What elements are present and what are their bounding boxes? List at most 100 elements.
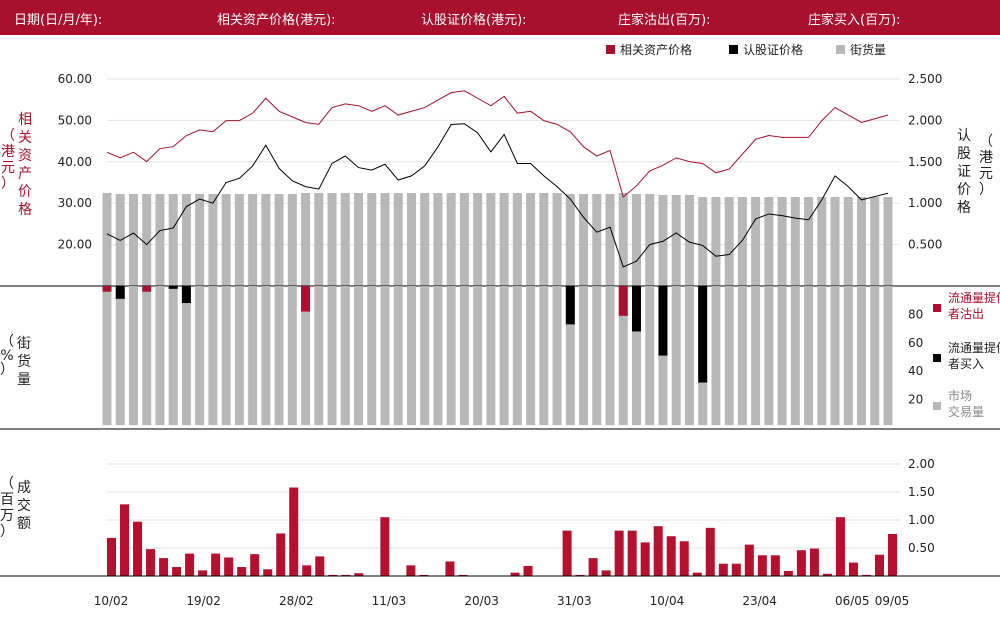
legend-label: 相关资产价格 [620,42,692,57]
outstanding-bar [618,193,628,286]
outstanding-bar [857,197,867,286]
x-tick-label: 06/05 [835,594,870,608]
panel2-tick-label: 60 [908,336,923,350]
panel2-axis-unit: （%） [0,334,14,378]
x-tick-label: 10/04 [650,594,685,608]
market-volume-bar [287,286,297,426]
market-volume-bar [526,286,536,426]
legend-swatch [836,45,845,54]
outstanding-bar [830,197,840,286]
outstanding-bar [671,195,681,286]
turnover-bar [458,574,468,576]
turnover-bar [705,527,715,576]
left-tick-label: 60.00 [58,72,92,86]
market-volume-bar [870,286,880,426]
outstanding-bar [499,193,509,286]
outstanding-bar [142,194,152,286]
outstanding-bar [870,197,880,286]
market-volume-bar [274,286,284,426]
turnover-bar [783,570,793,576]
outstanding-bar [128,194,138,286]
x-tick-label: 11/03 [372,594,407,608]
outstanding-bar [526,193,536,286]
turnover-bar [666,536,676,576]
right-tick-label: 2.500 [908,72,942,86]
mm-sell-label: 庄家沽出(百万): [618,13,711,28]
left-tick-label: 40.00 [58,155,92,169]
left-tick-label: 20.00 [58,238,92,252]
right-tick-label: 1.500 [908,155,942,169]
panel3-tick-label: 2.00 [908,457,935,471]
outstanding-bar [433,193,443,286]
panel2-tick-label: 20 [908,393,923,407]
x-tick-label: 19/02 [186,594,221,608]
turnover-bar [224,557,234,576]
turnover-bar [588,558,598,576]
warrant-price-label: 认股证价格(港元): [421,13,527,28]
turnover-bar [419,574,429,576]
mm-buy-bar [115,286,125,299]
turnover-bar [744,544,754,576]
market-volume-bar [843,286,853,426]
x-tick-label: 10/02 [94,594,129,608]
panel3-tick-label: 1.00 [908,513,935,527]
outstanding-bar [790,197,800,286]
turnover-bar [692,572,702,576]
turnover-bar [146,549,156,576]
market-volume-bar [168,286,178,426]
turnover-bar [354,573,364,576]
outstanding-bar [340,193,350,286]
right-tick-label: 1.000 [908,196,942,210]
legend-label: 市场交易量 [948,388,984,419]
market-volume-bar [579,286,589,426]
mm-sell-bar [142,286,152,292]
market-volume-bar [777,286,787,426]
outstanding-bar [367,193,377,286]
market-volume-bar [327,286,337,426]
outstanding-bar [711,197,721,286]
panel2-axis-title: 街货量 [17,336,31,388]
mm-buy-bar [658,286,668,356]
outstanding-bar [804,197,814,286]
panel3-axis-unit: （百万） [0,476,14,540]
turnover-bar [315,556,325,576]
market-volume-bar [340,286,350,426]
market-volume-bar [208,286,218,426]
market-volume-bar [830,286,840,426]
right-axis-title: 认股证价格 [957,128,971,216]
market-volume-bar [420,286,430,426]
outstanding-bar [221,194,231,286]
outstanding-bar [168,194,178,286]
warrant-price-line [106,123,889,268]
market-volume-bar [790,286,800,426]
legend-label: 流通量提供者买入 [948,340,1000,371]
turnover-bar [861,574,871,576]
outstanding-bar [512,193,522,286]
market-volume-bar [221,286,231,426]
mm-sell-bar [102,286,112,292]
outstanding-bar [274,194,284,286]
turnover-bar [211,553,221,576]
turnover-bar [406,565,416,576]
market-volume-bar [102,286,112,426]
market-volume-bar [857,286,867,426]
mm-buy-bar [698,286,708,383]
market-volume-bar [737,286,747,426]
turnover-bar [523,565,533,576]
market-volume-bar [406,286,416,426]
outstanding-bar [605,194,615,286]
right-tick-label: 0.500 [908,238,942,252]
legend-swatch [933,354,941,362]
x-tick-label: 23/04 [742,594,777,608]
chart-area: 20.0030.0040.0050.0060.000.5001.0001.500… [0,42,1000,608]
turnover-bar [133,521,143,576]
turnover-bar [718,563,728,576]
market-volume-bar [684,286,694,426]
outstanding-bar [102,193,112,286]
market-volume-bar [393,286,403,426]
turnover-bar [653,526,663,576]
outstanding-bar [314,193,324,286]
outstanding-bar [817,197,827,286]
outstanding-bar [208,194,218,286]
turnover-bar [289,487,299,576]
